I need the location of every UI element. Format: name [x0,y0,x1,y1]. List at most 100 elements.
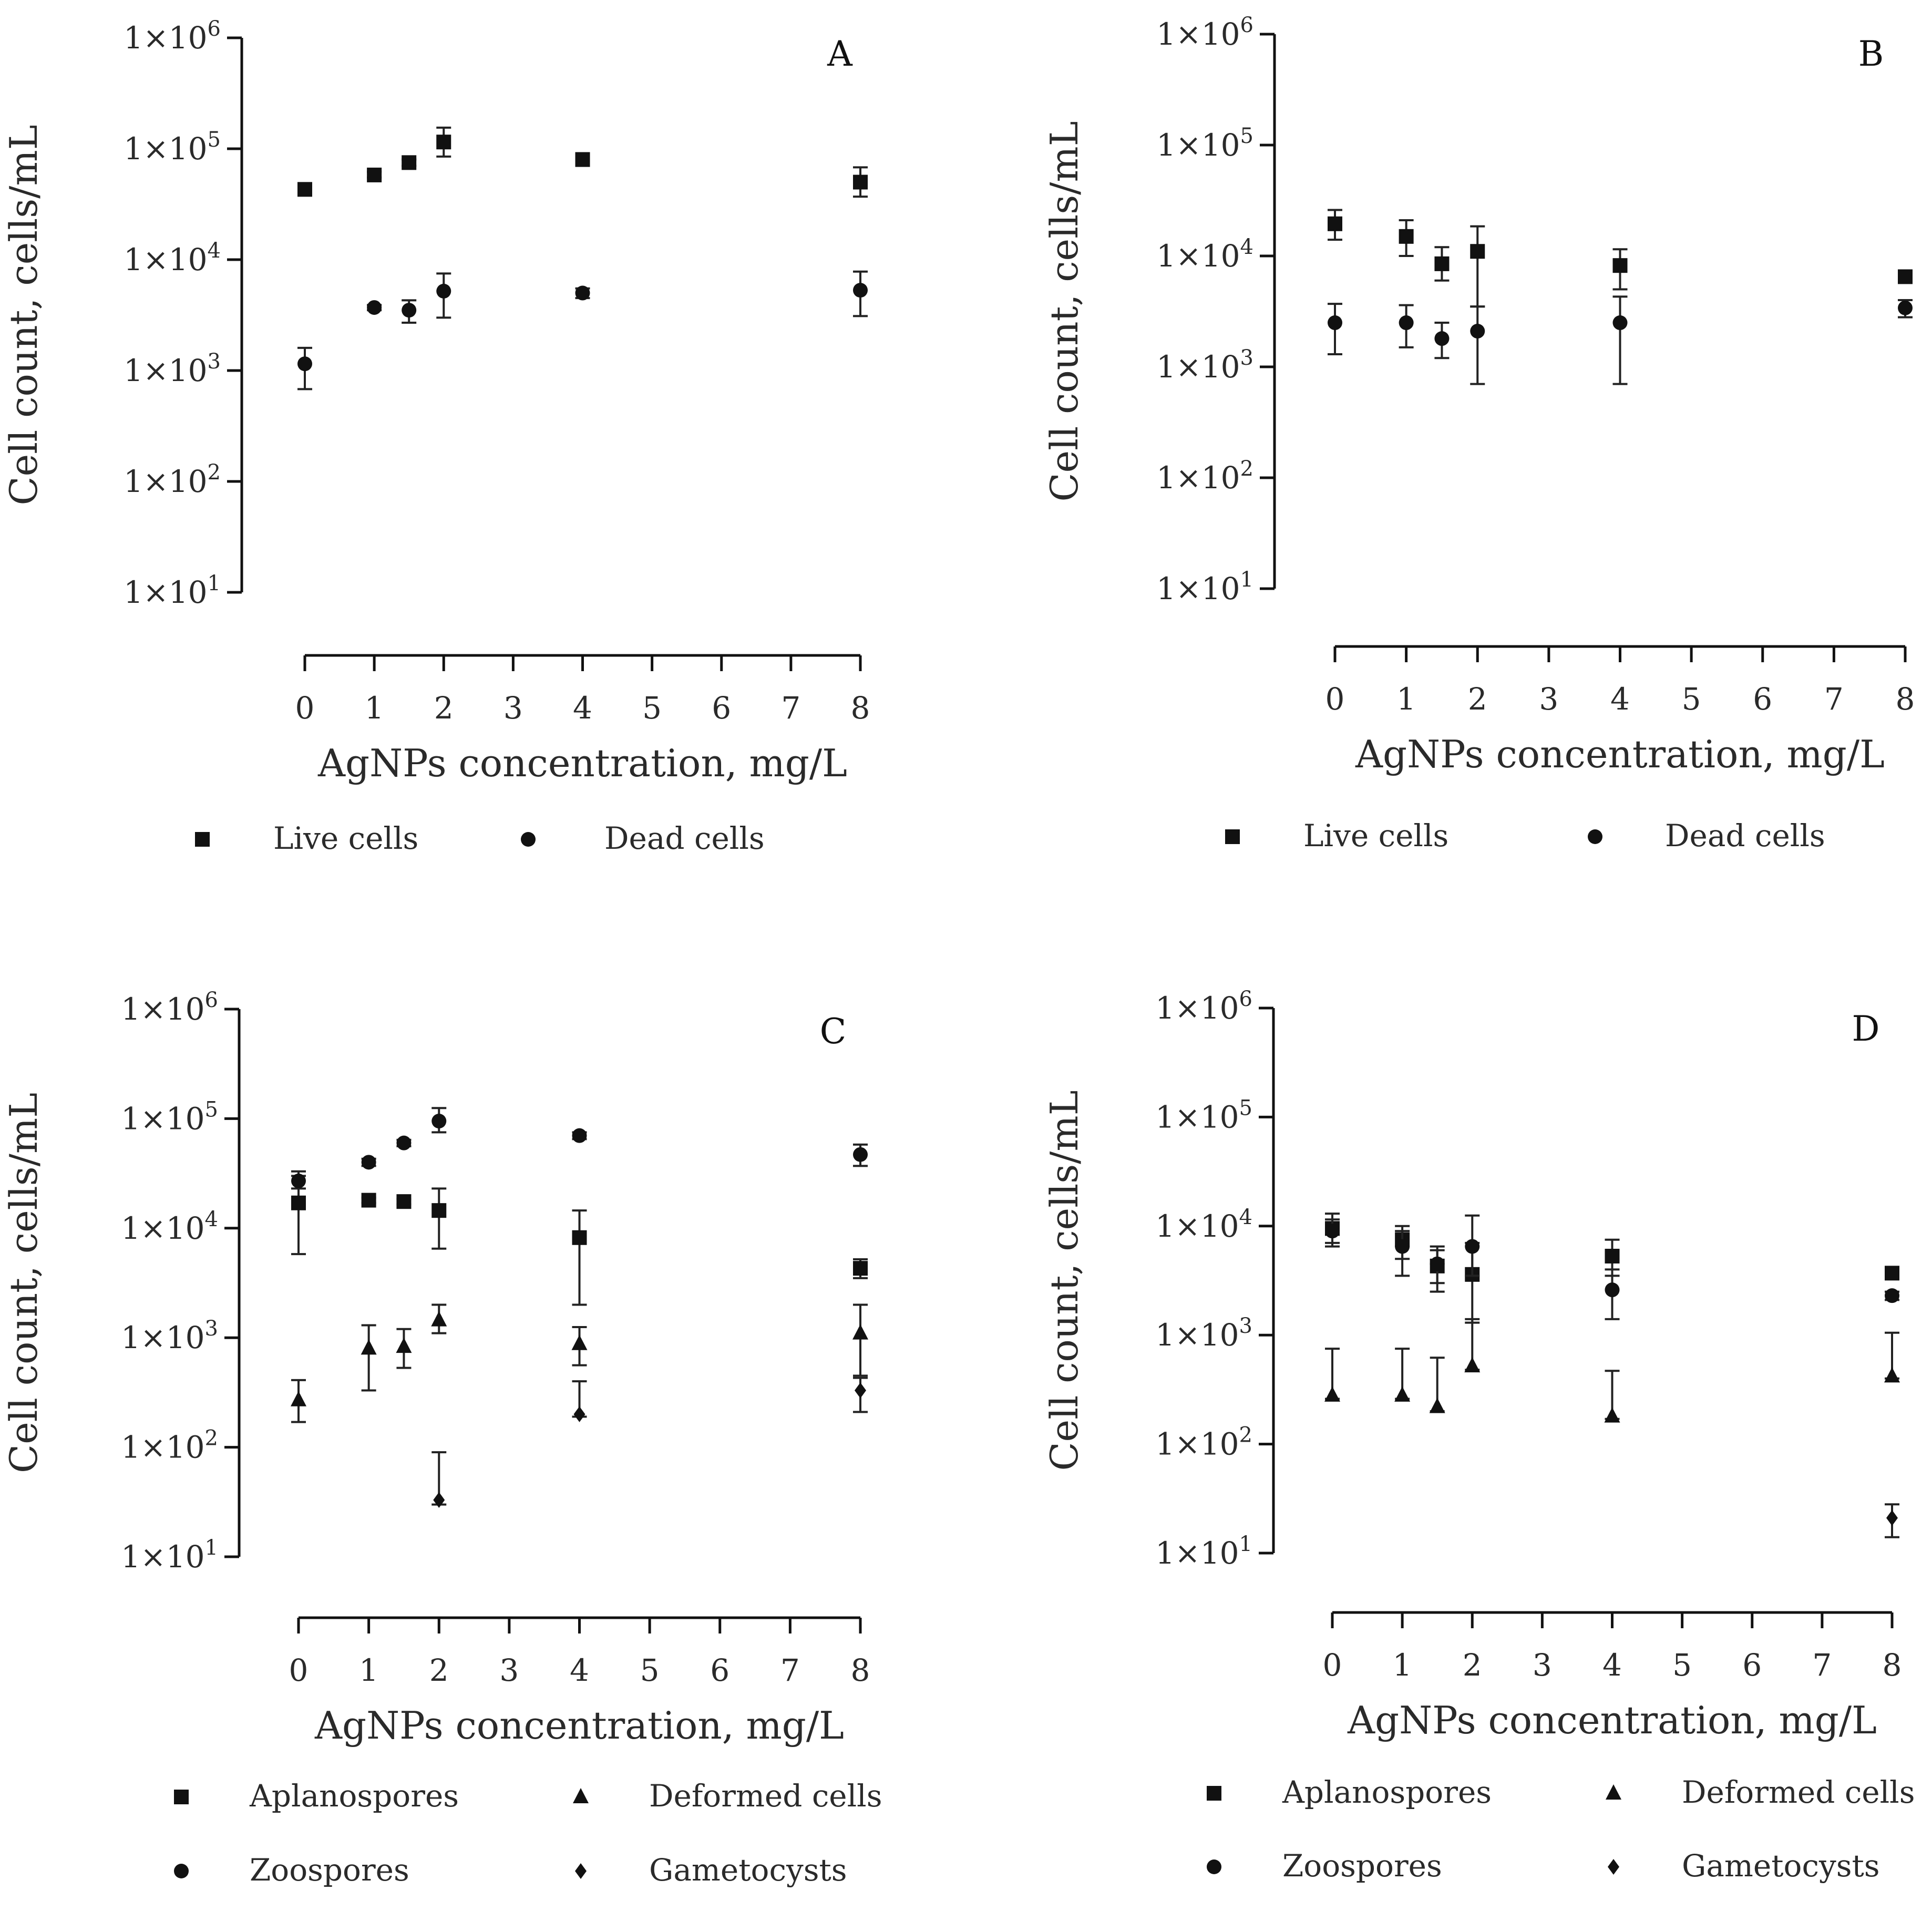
x-tick-label: 3 [503,690,523,726]
y-tick-label: 1×106 [121,988,218,1027]
legend: Live cells Dead cells [195,820,765,856]
y-tick-label: 1×102 [1156,457,1253,496]
x-tick-label: 6 [712,690,731,726]
data-point [1898,269,1913,284]
panel-b: 1×101 1×102 1×103 1×104 1×105 1×106 Cell count… [1042,13,1915,854]
data-point [1612,315,1628,331]
data-point [431,1311,447,1327]
data-point [1605,1282,1620,1298]
x-axis-title: AgNPs concentration, mg/L [317,741,847,785]
y-tick-label: 1×106 [1155,987,1252,1026]
x-tick-label: 7 [1824,681,1844,717]
data-point [1470,244,1485,259]
data-point [1328,216,1342,231]
data-point [1395,1239,1410,1254]
x-tick-label: 3 [499,1652,519,1688]
y-tick-label: 1×101 [121,1536,218,1575]
y-tick-label: 1×105 [121,1097,218,1136]
panel-a: 1×101 1×102 1×103 1×104 1×105 1×106 Cell count… [2,17,870,856]
data-point [402,303,417,318]
x-tick-label: 4 [573,690,592,726]
legend-marker [1608,1859,1619,1875]
y-axis-title: Cell count, cells/mL [1042,1090,1086,1471]
data-point [1605,1248,1620,1263]
data-point [361,1193,376,1208]
y-tick-label: 1×103 [1156,346,1253,385]
data-point [297,182,312,197]
legend-label: Dead cells [604,820,765,856]
x-tick-label: 6 [710,1652,729,1688]
y-tick-label: 1×101 [1155,1532,1252,1571]
series-deformed-cells [291,1303,868,1423]
legend: Aplanospores Zoospores Deformed cells Gamet… [174,1778,882,1888]
panel-label: A [827,34,853,74]
legend-label: Deformed cells [1682,1774,1915,1810]
data-point [436,135,451,150]
legend-label: Deformed cells [649,1778,882,1814]
y-tick-label: 1×105 [1156,124,1253,163]
data-point [1324,1386,1340,1402]
y-axis-title: Cell count, cells/mL [2,1093,46,1473]
legend: Live cells Dead cells [1225,818,1825,854]
panel-d: 1×101 1×102 1×103 1×104 1×105 1×106 Cell count… [1042,987,1915,1884]
data-point [436,283,451,299]
y-tick-label: 1×104 [1155,1205,1252,1244]
y-tick-label: 1×101 [124,571,221,610]
data-point [853,174,868,190]
data-point [1885,1266,1899,1281]
data-point [1429,1398,1445,1413]
series-aplanospores [291,1175,868,1306]
data-point [853,1261,868,1276]
x-tick-label: 1 [365,690,384,726]
data-point [1884,1367,1900,1383]
data-point [1325,1224,1340,1239]
data-point [853,283,868,298]
legend-label: Gametocysts [649,1852,847,1888]
panel-label: B [1858,34,1884,74]
legend-label: Aplanospores [249,1778,459,1814]
data-point [433,1492,445,1508]
x-tick-label: 5 [1682,681,1701,717]
x-axis-title: AgNPs concentration, mg/L [314,1703,844,1748]
x-tick-label: 5 [642,690,662,726]
y-tick-label: 1×105 [124,128,221,167]
x-tick-label: 8 [851,690,870,726]
data-point [572,1128,587,1143]
legend-marker [174,1790,189,1804]
data-point [367,300,382,315]
data-point [291,1173,306,1188]
x-tick-label: 7 [1812,1647,1832,1683]
series-zoospores [291,1107,868,1190]
legend-marker [521,832,536,847]
y-tick-label: 1×101 [1156,568,1253,607]
x-tick-label: 8 [851,1652,870,1688]
series-dead-cells [297,270,868,391]
x-tick-label: 0 [289,1652,309,1688]
x-tick-label: 7 [780,1652,800,1688]
data-point [1470,324,1485,339]
data-point [1898,300,1913,315]
y-axis-title: Cell count, cells/mL [2,125,46,505]
series-live-cells [1328,209,1913,308]
x-tick-label: 2 [1463,1647,1482,1683]
x-tick-label: 8 [1883,1647,1902,1683]
legend-label: Live cells [1303,818,1448,854]
y-tick-label: 1×106 [124,17,221,56]
series-live-cells [297,126,868,198]
data-point [1434,331,1450,346]
data-point [571,1334,588,1350]
y-tick-label: 1×104 [121,1207,218,1246]
y-tick-label: 1×105 [1155,1096,1252,1135]
y-axis-title: Cell count, cells/mL [1042,121,1086,501]
series-zoospores [1325,1214,1899,1320]
data-point [1394,1386,1411,1402]
data-point [1399,229,1414,244]
panel-label: C [820,1011,847,1052]
y-tick-label: 1×102 [1155,1423,1252,1462]
data-point [361,1339,377,1355]
data-point [855,1382,866,1399]
y-tick-label: 1×102 [121,1426,218,1465]
data-point [361,1155,376,1170]
data-point [396,1338,412,1353]
